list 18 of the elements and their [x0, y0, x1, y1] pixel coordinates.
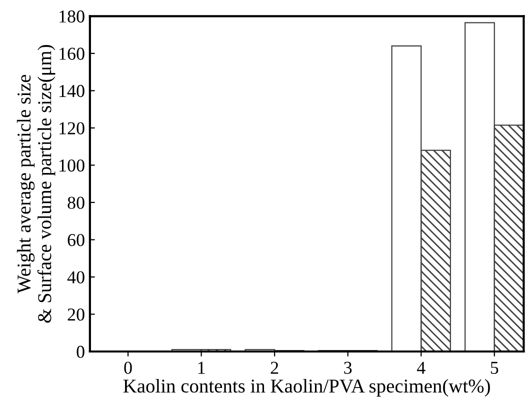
y-tick-label: 80	[68, 196, 84, 209]
x-tick-label: 5	[490, 362, 498, 374]
y-tick-label: 160	[60, 48, 84, 60]
y-tick-label: 120	[60, 122, 84, 134]
y-tick-label: 0	[76, 346, 84, 358]
x-tick-label: 4	[416, 362, 426, 374]
y-tick-label: 60	[68, 234, 84, 246]
y-tick-label: 40	[67, 271, 84, 284]
y-tick-label: 140	[60, 84, 84, 98]
y-tick-label: 180	[60, 10, 84, 23]
x-tick-label: 1	[198, 362, 205, 374]
y-tick-label: 20	[68, 308, 84, 321]
x-axis-title: Kaolin contents in Kaolin/PVA specimen(wt%)	[123, 378, 490, 397]
y-axis-title: Weight average particle size & Surface volume particle size(μm)	[16, 45, 56, 323]
x-tick-label: 2	[270, 362, 278, 374]
y-tick-label: 100	[60, 159, 84, 172]
x-tick-label: 3	[344, 362, 352, 374]
x-tick-label: 0	[124, 362, 132, 374]
